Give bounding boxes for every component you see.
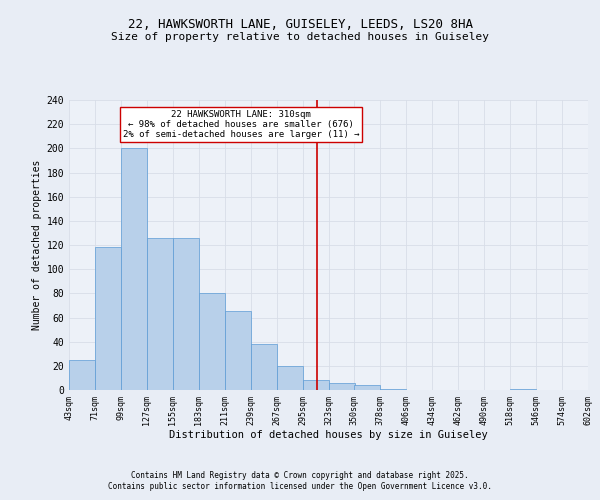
Bar: [173, 238, 199, 390]
Bar: [355, 385, 380, 390]
Text: Contains public sector information licensed under the Open Government Licence v3: Contains public sector information licen…: [108, 482, 492, 491]
Bar: [329, 383, 355, 390]
Bar: [121, 148, 146, 390]
Bar: [226, 312, 251, 390]
Bar: [589, 389, 600, 390]
Y-axis label: Number of detached properties: Number of detached properties: [32, 160, 43, 330]
Bar: [304, 380, 329, 390]
Bar: [199, 294, 224, 390]
Bar: [380, 389, 406, 390]
X-axis label: Distribution of detached houses by size in Guiseley: Distribution of detached houses by size …: [169, 430, 488, 440]
Bar: [148, 238, 173, 390]
Bar: [251, 344, 277, 390]
Bar: [70, 360, 95, 390]
Bar: [95, 248, 121, 390]
Text: 22 HAWKSWORTH LANE: 310sqm
← 98% of detached houses are smaller (676)
2% of semi: 22 HAWKSWORTH LANE: 310sqm ← 98% of deta…: [122, 110, 359, 140]
Text: 22, HAWKSWORTH LANE, GUISELEY, LEEDS, LS20 8HA: 22, HAWKSWORTH LANE, GUISELEY, LEEDS, LS…: [128, 18, 473, 30]
Text: Contains HM Land Registry data © Crown copyright and database right 2025.: Contains HM Land Registry data © Crown c…: [131, 471, 469, 480]
Bar: [277, 366, 302, 390]
Text: Size of property relative to detached houses in Guiseley: Size of property relative to detached ho…: [111, 32, 489, 42]
Bar: [511, 389, 536, 390]
